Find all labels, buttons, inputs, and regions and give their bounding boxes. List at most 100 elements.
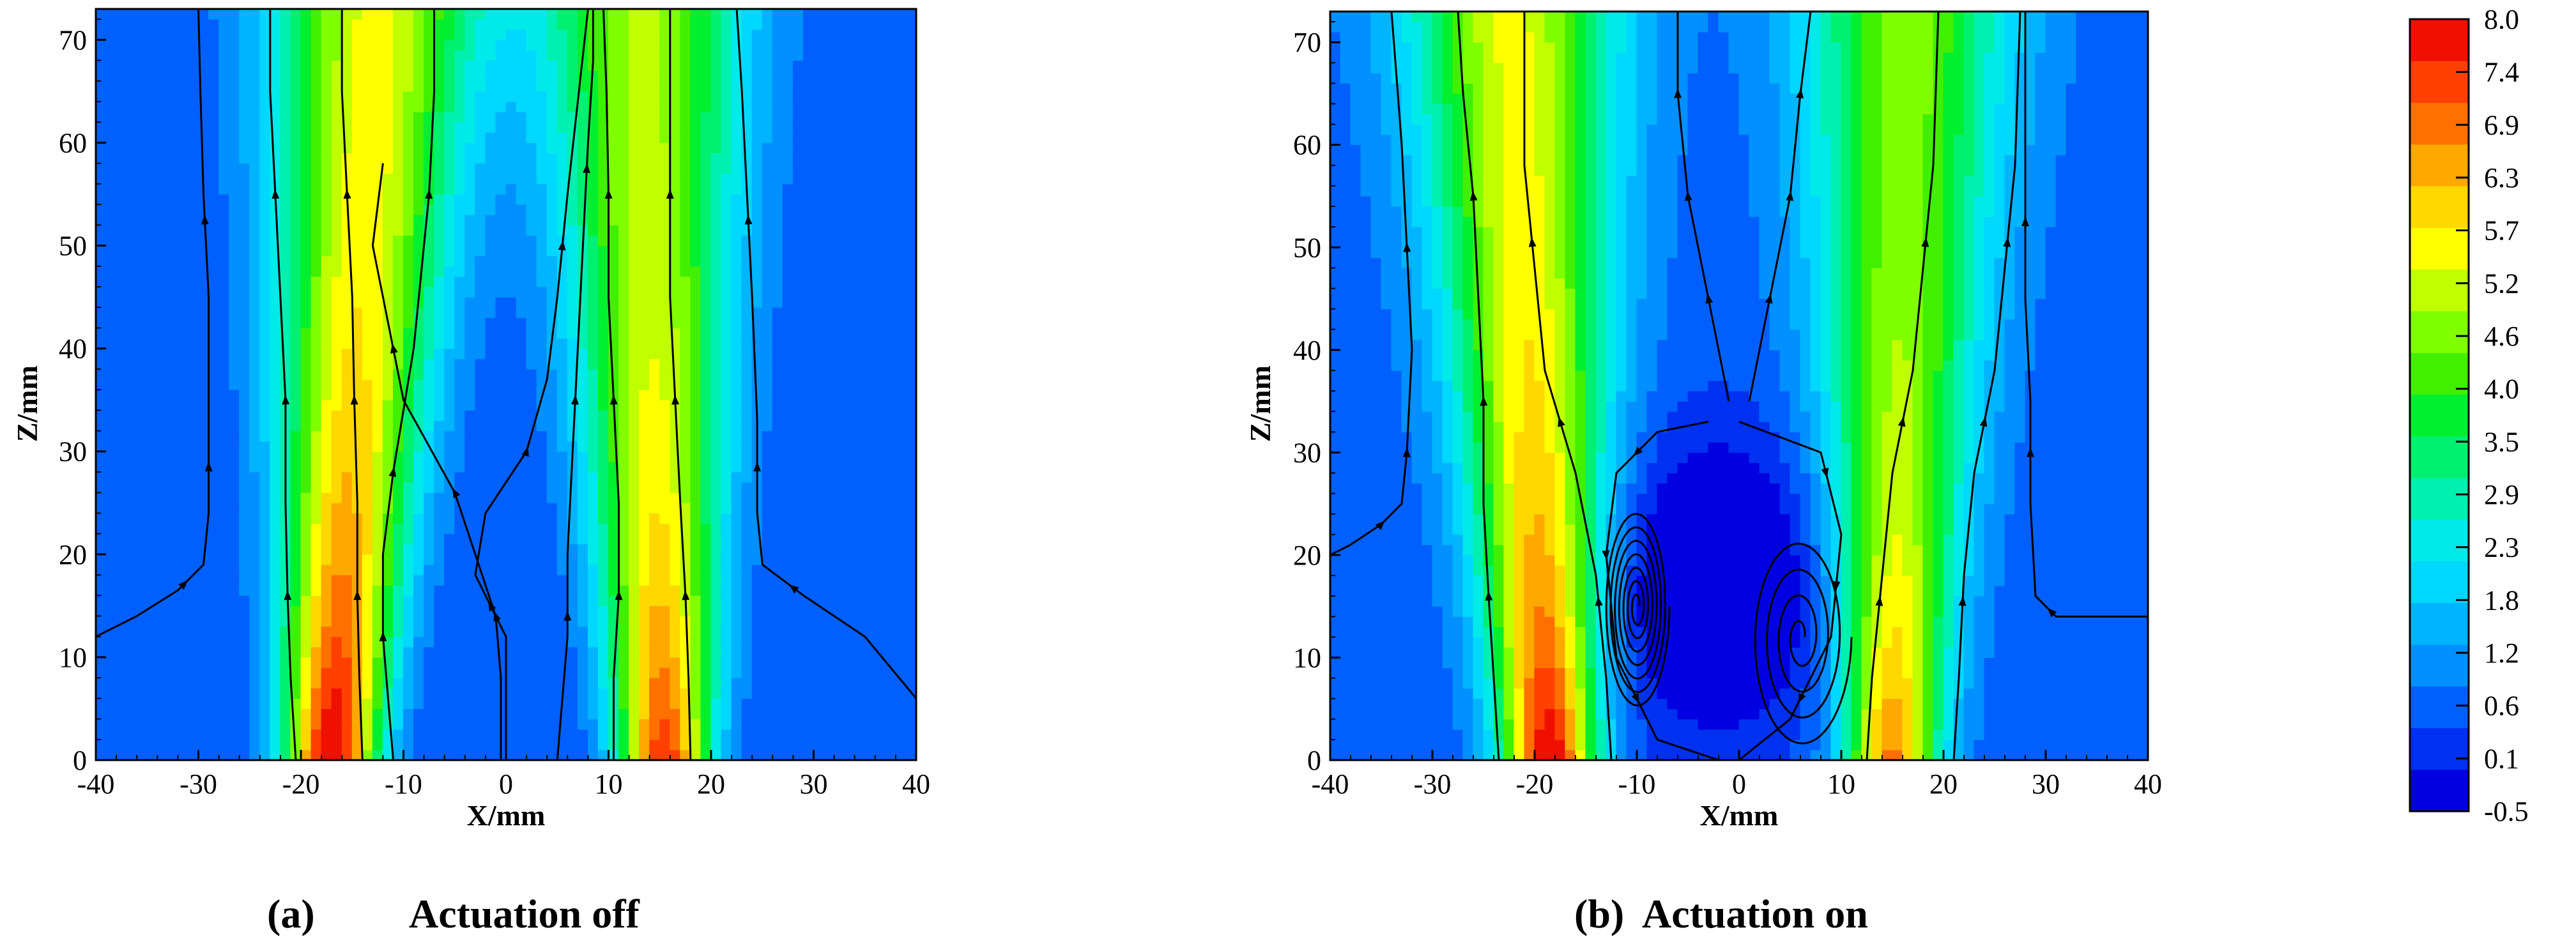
contour-cell <box>239 595 250 606</box>
contour-cell <box>157 420 168 431</box>
contour-cell <box>208 523 220 535</box>
contour-cell <box>300 544 312 555</box>
contour-cell <box>239 296 250 308</box>
contour-cell <box>536 214 548 225</box>
contour-cell <box>485 482 496 493</box>
contour-cell <box>700 142 712 154</box>
contour-cell <box>270 338 281 349</box>
contour-cell <box>556 296 568 308</box>
contour-cell <box>270 544 281 555</box>
contour-cell <box>434 523 445 535</box>
contour-cell <box>351 451 363 462</box>
contour-cell <box>782 441 793 452</box>
contour-cell <box>495 214 507 225</box>
contour-cell <box>392 19 404 30</box>
contour-cell <box>629 19 640 30</box>
contour-cell <box>475 626 486 637</box>
contour-cell <box>546 39 558 50</box>
contour-cell <box>403 502 415 514</box>
contour-cell <box>577 698 588 709</box>
contour-cell <box>218 70 230 82</box>
contour-cell <box>413 389 425 401</box>
contour-cell <box>495 234 507 247</box>
contour-cell <box>310 121 322 133</box>
contour-cell <box>167 317 178 328</box>
contour-cell <box>690 451 702 462</box>
contour-cell <box>362 29 373 40</box>
contour-cell <box>105 91 117 102</box>
contour-cell <box>567 317 578 328</box>
contour-cell <box>546 121 558 133</box>
contour-cell <box>218 430 230 442</box>
contour-cell <box>464 91 476 102</box>
contour-cell <box>526 338 537 349</box>
contour-cell <box>526 276 537 287</box>
contour-cell <box>659 256 671 267</box>
contour-cell <box>792 533 804 545</box>
contour-cell <box>362 245 373 257</box>
contour-cell <box>546 471 558 483</box>
contour-cell <box>495 523 507 535</box>
contour-cell <box>300 523 312 535</box>
contour-cell <box>290 214 302 225</box>
contour-cell <box>710 224 722 236</box>
contour-cell <box>372 9 383 20</box>
contour-cell <box>126 574 137 586</box>
contour-cell <box>700 91 712 102</box>
contour-cell <box>136 482 148 493</box>
contour-cell <box>751 121 763 133</box>
contour-cell <box>495 348 507 360</box>
contour-cell <box>136 296 148 308</box>
contour-cell <box>680 554 691 565</box>
contour-cell <box>321 533 332 545</box>
contour-cell <box>700 482 712 493</box>
contour-cell <box>454 327 466 339</box>
contour-cell <box>116 595 127 606</box>
contour-cell <box>485 286 496 298</box>
contour-cell <box>659 667 671 678</box>
contour-cell <box>587 739 599 751</box>
contour-cell <box>270 698 281 709</box>
contour-cell <box>177 471 188 483</box>
contour-cell <box>485 91 496 102</box>
contour-cell <box>670 348 681 360</box>
contour-cell <box>556 430 568 442</box>
contour-cell <box>434 574 445 586</box>
contour-cell <box>392 39 404 50</box>
contour-cell <box>434 369 445 380</box>
contour-cell <box>495 409 507 421</box>
contour-cell <box>290 502 302 514</box>
contour-cell <box>136 719 148 730</box>
contour-cell <box>372 163 383 174</box>
contour-cell <box>772 286 783 298</box>
contour-cell <box>372 729 383 740</box>
contour-cell <box>516 245 527 257</box>
contour-cell <box>516 358 527 370</box>
contour-cell <box>259 729 271 740</box>
contour-cell <box>218 667 230 678</box>
contour-cell <box>198 266 210 277</box>
contour-cell <box>362 409 373 421</box>
contour-cell <box>772 173 783 185</box>
contour-cell <box>321 338 332 349</box>
contour-cell <box>331 276 342 287</box>
contour-cell <box>270 153 281 164</box>
contour-cell <box>690 584 702 596</box>
contour-cell <box>782 749 793 760</box>
contour-cell <box>187 9 199 20</box>
contour-cell <box>659 471 671 483</box>
contour-cell <box>259 358 271 370</box>
contour-cell <box>567 121 578 133</box>
contour-cell <box>772 554 783 565</box>
contour-cell <box>392 554 404 565</box>
contour-cell <box>649 492 661 503</box>
contour-cell <box>434 399 445 411</box>
contour-cell <box>351 667 363 678</box>
contour-cell <box>700 163 712 174</box>
contour-cell <box>239 70 250 82</box>
contour-cell <box>136 502 148 514</box>
contour-cell <box>270 369 281 380</box>
contour-cell <box>536 430 548 442</box>
contour-cell <box>259 266 271 277</box>
contour-cell <box>464 39 476 50</box>
